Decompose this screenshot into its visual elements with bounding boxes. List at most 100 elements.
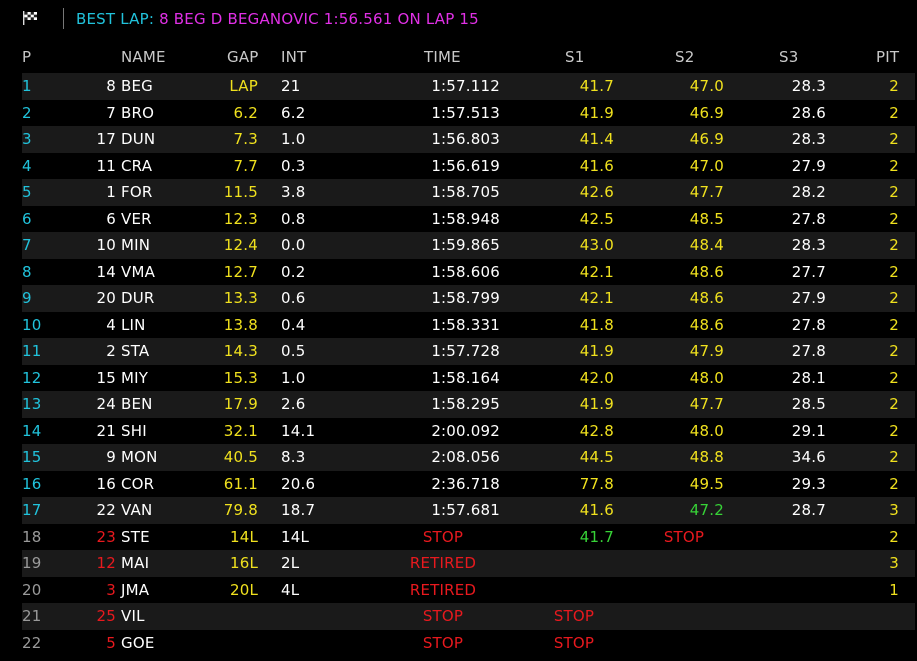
table-row[interactable]: 20 3 JMA 20L 4L RETIRED 1 [22,577,915,604]
sector-1-cell: 41.6 [579,156,614,175]
lap-time-cell: 1:58.606 [431,262,500,281]
sector-2-cell: 47.2 [689,501,724,519]
lap-time-cell: 1:58.948 [431,209,500,228]
table-row[interactable]: 2 7 BRO 6.2 6.2 1:57.513 41.9 46.9 28.6 … [22,100,915,127]
sector-2-cell: 47.9 [689,342,724,360]
car-number-cell: 11 [96,156,116,175]
driver-name-cell: JMA [121,580,150,599]
gap-cell: 7.7 [233,156,258,175]
gap-cell: 17.9 [223,395,258,413]
table-row[interactable]: 7 10 MIN 12.4 0.0 1:59.865 43.0 48.4 28.… [22,232,915,259]
sector-1-cell: 41.9 [579,395,614,413]
gap-cell: 12.7 [223,262,258,281]
table-row[interactable]: 14 21 SHI 32.1 14.1 2:00.092 42.8 48.0 2… [22,418,915,445]
top-bar: BEST LAP: 8 BEG D BEGANOVIC 1:56.561 ON … [0,0,917,38]
sector-3-cell: 27.9 [791,156,826,175]
table-row[interactable]: 15 9 MON 40.5 8.3 2:08.056 44.5 48.8 34.… [22,444,915,471]
pit-count-cell: 2 [889,183,899,201]
table-row[interactable]: 13 24 BEN 17.9 2.6 1:58.295 41.9 47.7 28… [22,391,915,418]
driver-name-cell: MIN [121,236,151,254]
position-cell: 4 [22,156,32,175]
interval-cell: 0.6 [281,289,306,307]
sector-2-cell: 47.0 [689,156,724,175]
interval-cell: 3.8 [281,183,306,201]
gap-cell: 12.4 [223,236,258,254]
table-row[interactable]: 5 1 FOR 11.5 3.8 1:58.705 42.6 47.7 28.2… [22,179,915,206]
lap-time-cell: STOP [422,607,464,625]
sector-1-cell: 41.7 [579,77,614,95]
sector-3-cell: 28.6 [791,103,826,122]
lap-time-cell: 1:57.728 [431,342,500,360]
interval-cell: 6.2 [281,103,306,122]
sector-3-cell: 28.2 [791,183,826,201]
interval-cell: 20.6 [281,474,316,493]
driver-name-cell: DUN [121,130,156,148]
table-row[interactable]: 19 12 MAI 16L 2L RETIRED 3 [22,550,915,577]
sector-2-cell: 46.9 [689,130,724,148]
driver-name-cell: GOE [121,633,155,652]
position-cell: 6 [22,209,32,228]
gap-cell: 40.5 [223,448,258,466]
car-number-cell: 4 [106,315,116,334]
car-number-cell: 17 [96,130,116,148]
sector-2-cell: 48.8 [689,448,724,466]
pit-count-cell: 2 [889,342,899,360]
table-row[interactable]: 3 17 DUN 7.3 1.0 1:56.803 41.4 46.9 28.3… [22,126,915,153]
car-number-cell: 25 [96,607,116,625]
gap-cell: 61.1 [223,474,258,493]
table-row[interactable]: 17 22 VAN 79.8 18.7 1:57.681 41.6 47.2 2… [22,497,915,524]
driver-name-cell: BEN [121,395,153,413]
interval-cell: 1.0 [281,368,306,387]
car-number-cell: 8 [106,77,116,95]
sector-2-cell: 48.5 [689,209,724,228]
sector-3-cell: 28.3 [791,236,826,254]
pit-count-cell: 2 [889,77,899,95]
gap-cell: LAP [229,77,258,95]
table-row[interactable]: 1 8 BEG LAP 21 1:57.112 41.7 47.0 28.3 2 [22,73,915,100]
column-header-row: P NAME GAP INT TIME S1 S2 S3 PIT [0,45,917,69]
table-row[interactable]: 22 5 GOE STOP STOP [22,630,915,657]
table-row[interactable]: 8 14 VMA 12.7 0.2 1:58.606 42.1 48.6 27.… [22,259,915,286]
sector-1-cell: 43.0 [579,236,614,254]
table-row[interactable]: 6 6 VER 12.3 0.8 1:58.948 42.5 48.5 27.8… [22,206,915,233]
pit-count-cell: 2 [889,474,899,493]
sector-1-cell: STOP [553,607,595,625]
position-cell: 19 [22,554,42,572]
car-number-cell: 21 [96,421,116,440]
table-row[interactable]: 11 2 STA 14.3 0.5 1:57.728 41.9 47.9 27.… [22,338,915,365]
sector-3-cell: 28.3 [791,77,826,95]
table-row[interactable]: 10 4 LIN 13.8 0.4 1:58.331 41.8 48.6 27.… [22,312,915,339]
car-number-cell: 6 [106,209,116,228]
sector-1-cell: 42.1 [579,289,614,307]
interval-cell: 18.7 [281,501,316,519]
interval-cell: 1.0 [281,130,306,148]
driver-name-cell: VIL [121,607,145,625]
sector-3-cell: 34.6 [791,448,826,466]
driver-name-cell: VAN [121,501,153,519]
table-row[interactable]: 16 16 COR 61.1 20.6 2:36.718 77.8 49.5 2… [22,471,915,498]
pit-count-cell: 2 [889,130,899,148]
gap-cell: 20L [229,580,258,599]
interval-cell: 0.3 [281,156,306,175]
driver-name-cell: STA [121,342,150,360]
car-number-cell: 12 [96,554,116,572]
position-cell: 8 [22,262,32,281]
table-row[interactable]: 18 23 STE 14L 14L STOP 41.7 STOP 2 [22,524,915,551]
lap-time-cell: STOP [422,633,464,652]
header-divider [63,8,64,29]
col-header-pit: PIT [876,48,900,66]
sector-3-cell: 28.7 [791,501,826,519]
table-row[interactable]: 12 15 MIY 15.3 1.0 1:58.164 42.0 48.0 28… [22,365,915,392]
sector-2-cell: 48.0 [689,368,724,387]
sector-1-cell: 42.0 [579,368,614,387]
car-number-cell: 7 [106,103,116,122]
gap-cell: 79.8 [223,501,258,519]
table-row[interactable]: 9 20 DUR 13.3 0.6 1:58.799 42.1 48.6 27.… [22,285,915,312]
sector-3-cell: 28.3 [791,130,826,148]
pit-count-cell: 2 [889,156,899,175]
car-number-cell: 1 [106,183,116,201]
table-row[interactable]: 4 11 CRA 7.7 0.3 1:56.619 41.6 47.0 27.9… [22,153,915,180]
position-cell: 12 [22,368,42,387]
position-cell: 1 [22,77,32,95]
table-row[interactable]: 21 25 VIL STOP STOP [22,603,915,630]
